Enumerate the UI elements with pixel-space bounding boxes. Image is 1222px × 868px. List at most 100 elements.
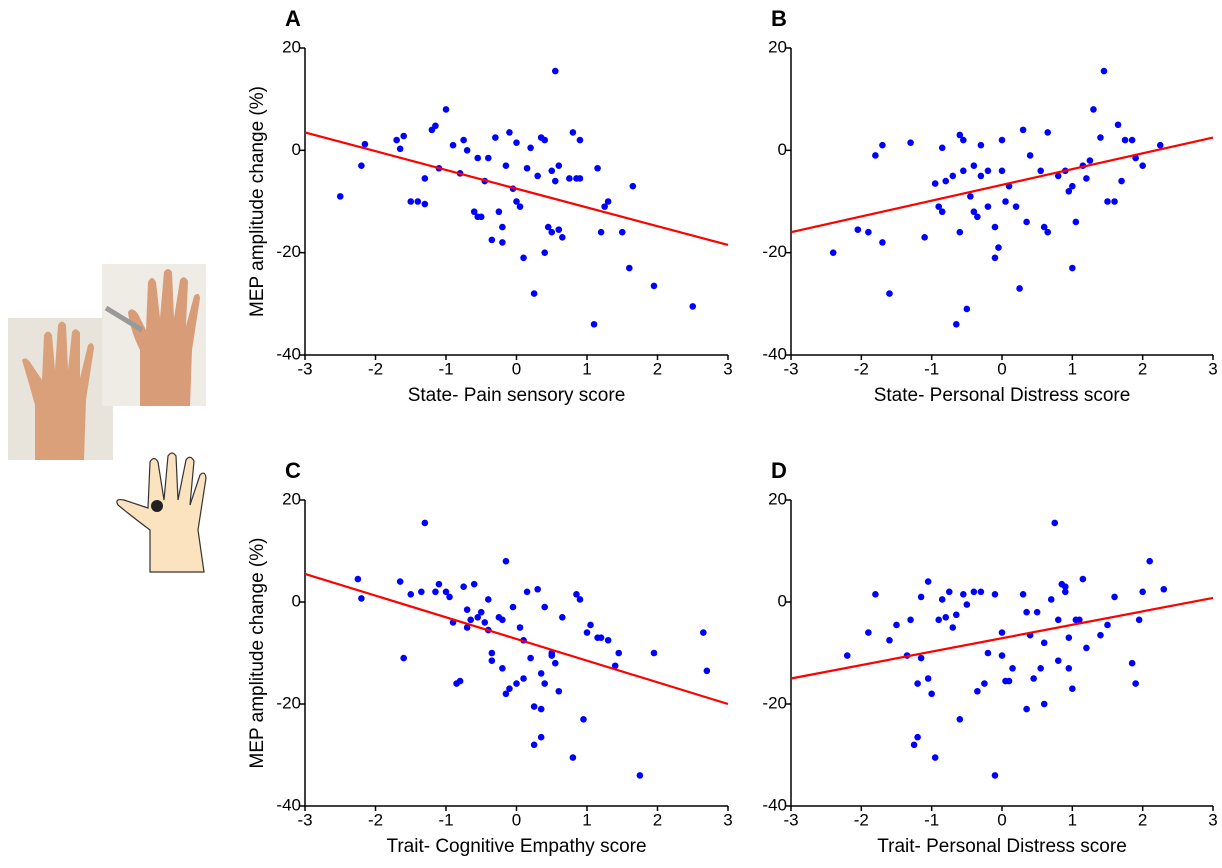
point xyxy=(537,705,545,713)
point xyxy=(1135,616,1143,624)
x-tick-label: -1 xyxy=(924,810,939,829)
point xyxy=(650,649,658,657)
point xyxy=(513,198,520,205)
point xyxy=(597,228,605,236)
point xyxy=(949,624,957,631)
point xyxy=(530,741,538,749)
point xyxy=(1160,585,1168,593)
point xyxy=(566,175,573,182)
point xyxy=(998,629,1006,636)
point xyxy=(523,588,531,596)
point xyxy=(435,580,443,588)
point xyxy=(467,616,474,624)
point xyxy=(555,687,563,695)
point xyxy=(956,131,964,139)
point xyxy=(534,585,541,593)
x-tick-label: -1 xyxy=(438,810,453,829)
point xyxy=(1040,639,1048,647)
point xyxy=(991,254,999,262)
point xyxy=(963,601,971,608)
point xyxy=(1104,198,1111,205)
point xyxy=(460,136,467,144)
point xyxy=(1139,588,1146,596)
y-tick-label: 20 xyxy=(282,489,301,508)
y-tick-label: -40 xyxy=(762,344,787,363)
point xyxy=(960,591,967,598)
point xyxy=(516,203,524,210)
point xyxy=(523,164,531,172)
point xyxy=(1128,136,1136,144)
panel-label: C xyxy=(285,458,301,483)
point xyxy=(358,162,365,169)
point xyxy=(520,254,527,262)
point xyxy=(449,141,457,149)
panel: -40 -20 0 20 -3 -2 -1 0 1 2 3 Trait- Personal Distr… xyxy=(762,458,1217,857)
y-tick-label: -40 xyxy=(762,795,787,814)
point xyxy=(446,593,453,601)
point xyxy=(977,141,985,149)
point xyxy=(393,136,400,144)
point xyxy=(502,690,510,698)
point xyxy=(917,593,925,601)
y-axis-label: MEP amplitude change (%) xyxy=(247,86,268,317)
point xyxy=(942,614,950,621)
point xyxy=(636,772,644,779)
point xyxy=(1065,665,1073,672)
point xyxy=(952,611,960,619)
point xyxy=(400,654,408,662)
point xyxy=(1100,67,1108,75)
point xyxy=(442,106,450,113)
point xyxy=(991,591,999,598)
point xyxy=(555,162,563,169)
point xyxy=(474,614,482,621)
x-axis-label: State- Personal Distress score xyxy=(874,385,1131,406)
x-tick-label: 1 xyxy=(1068,359,1077,378)
point xyxy=(361,140,369,148)
point xyxy=(956,228,964,236)
y-tick-label: -40 xyxy=(276,344,301,363)
syringe xyxy=(104,305,144,333)
point xyxy=(548,228,556,236)
x-tick-label: 0 xyxy=(512,810,521,829)
point xyxy=(981,680,988,687)
point xyxy=(914,680,921,687)
x-tick-label: 2 xyxy=(1138,810,1147,829)
point xyxy=(421,519,429,527)
point xyxy=(551,177,559,185)
point xyxy=(520,675,527,682)
point xyxy=(527,144,534,152)
point xyxy=(502,557,510,565)
point xyxy=(865,228,872,236)
point xyxy=(910,741,918,749)
y-tick-label: 0 xyxy=(778,140,787,159)
point xyxy=(1072,218,1080,226)
point xyxy=(879,239,886,246)
point xyxy=(1044,228,1052,236)
point xyxy=(1086,157,1094,164)
point xyxy=(991,772,999,779)
y-axis-label: MEP amplitude change (%) xyxy=(247,538,268,769)
point xyxy=(513,680,520,687)
point xyxy=(615,649,623,657)
x-axis-label: State- Pain sensory score xyxy=(408,385,626,406)
point xyxy=(492,134,499,141)
point xyxy=(1062,583,1069,590)
point xyxy=(1005,677,1013,685)
point xyxy=(963,305,971,313)
point xyxy=(1054,172,1062,180)
point xyxy=(594,164,601,172)
x-tick-label: -3 xyxy=(297,359,312,378)
point xyxy=(1069,264,1076,272)
point xyxy=(1156,141,1164,149)
point xyxy=(432,588,439,596)
point xyxy=(914,733,921,741)
panel-label: A xyxy=(285,6,301,31)
point xyxy=(1083,644,1090,652)
point xyxy=(583,629,591,636)
point xyxy=(559,614,566,621)
point xyxy=(573,591,580,598)
point xyxy=(597,634,605,641)
point xyxy=(829,249,837,256)
point xyxy=(530,290,538,297)
